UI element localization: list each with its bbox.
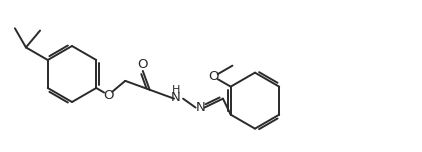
Text: N: N bbox=[196, 101, 206, 114]
Text: O: O bbox=[138, 59, 148, 71]
Text: H: H bbox=[172, 85, 180, 95]
Text: O: O bbox=[208, 70, 219, 83]
Text: O: O bbox=[103, 88, 114, 102]
Text: N: N bbox=[171, 91, 181, 104]
